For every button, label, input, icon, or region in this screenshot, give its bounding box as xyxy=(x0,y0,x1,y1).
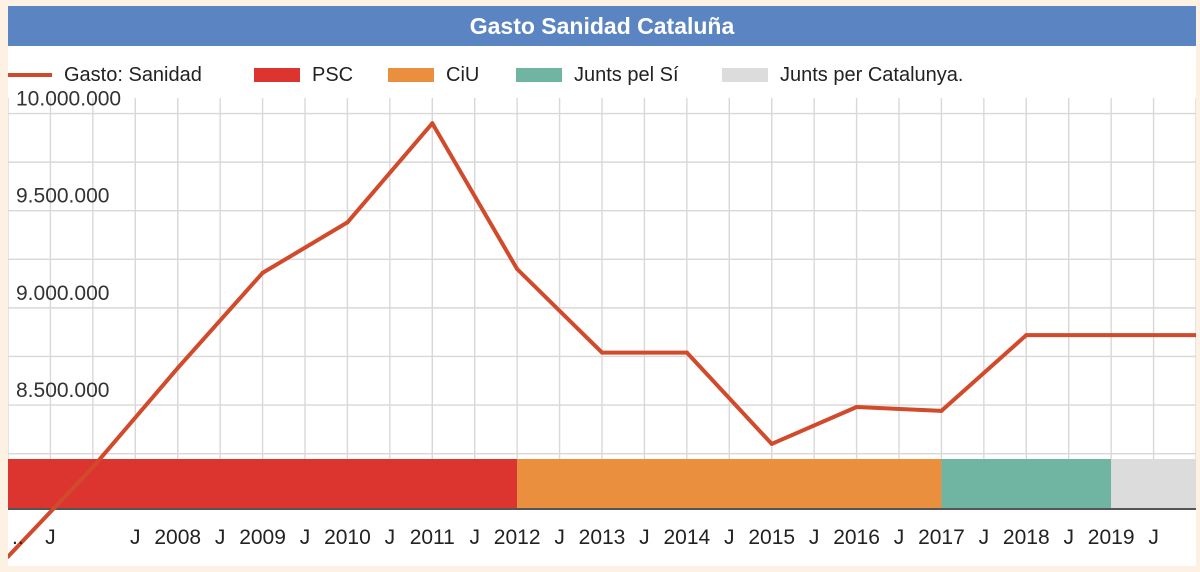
data-point[interactable] xyxy=(1024,333,1029,338)
x-tick-label: J xyxy=(300,526,311,549)
x-tick-label: .. xyxy=(12,526,24,549)
x-tick-label: 2012 xyxy=(494,526,541,549)
legend-swatch-psc-icon xyxy=(254,68,300,82)
period-band-2 xyxy=(941,459,1112,508)
x-tick-label: J xyxy=(45,526,56,549)
y-tick-label: 9.500.000 xyxy=(16,185,109,208)
legend-label-ciu: CiU xyxy=(446,63,480,86)
x-tick-label: J xyxy=(215,526,226,549)
y-tick-label: 9.000.000 xyxy=(16,282,109,305)
chart-legend: Gasto: Sanidad PSC CiU Junts pel Sí Junt… xyxy=(8,60,1196,90)
x-tick-label: 2014 xyxy=(663,526,710,549)
x-tick-label: J xyxy=(724,526,735,549)
x-tick-label: 2010 xyxy=(324,526,371,549)
legend-item-junts-pel-si[interactable]: Junts pel Sí xyxy=(516,60,679,90)
x-tick-label: J xyxy=(469,526,480,549)
legend-label-psc: PSC xyxy=(312,63,354,86)
data-point[interactable] xyxy=(769,441,774,446)
x-tick-label: 2019 xyxy=(1088,526,1135,549)
x-tick-label: J xyxy=(1063,526,1074,549)
data-point[interactable] xyxy=(1194,333,1196,338)
legend-item-ciu[interactable]: CiU xyxy=(388,60,479,90)
legend-label-junts-pel-si: Junts pel Sí xyxy=(574,63,679,86)
data-point[interactable] xyxy=(430,121,435,126)
data-point[interactable] xyxy=(939,408,944,413)
chart-plot: 10.000.0009.500.0009.000.0008.500.0008.0… xyxy=(8,88,1196,559)
legend-item-psc[interactable]: PSC xyxy=(254,60,353,90)
legend-line-swatch-icon xyxy=(8,73,52,77)
data-point[interactable] xyxy=(175,366,180,371)
legend-label-gasto-sanidad: Gasto: Sanidad xyxy=(64,63,202,86)
chart-frame: 10.000.0009.500.0009.000.0008.500.0008.0… xyxy=(8,6,1196,566)
data-point[interactable] xyxy=(515,267,520,272)
data-point[interactable] xyxy=(600,350,604,355)
legend-item-gasto-sanidad[interactable]: Gasto: Sanidad xyxy=(8,60,202,90)
x-tick-label: J xyxy=(554,526,565,549)
x-tick-label: J xyxy=(385,526,396,549)
data-point[interactable] xyxy=(854,405,859,409)
y-tick-label: 10.000.000 xyxy=(16,88,121,111)
data-point[interactable] xyxy=(260,270,265,275)
legend-swatch-junts-per-catalunya-icon xyxy=(722,68,768,82)
x-tick-label: J xyxy=(639,526,650,549)
y-tick-label: 8.500.000 xyxy=(16,379,109,402)
data-point[interactable] xyxy=(90,465,95,470)
legend-label-junts-per-catalunya: Junts per Catalunya. xyxy=(780,63,964,86)
period-band-0 xyxy=(8,459,518,508)
x-tick-label: 2009 xyxy=(239,526,286,549)
data-point[interactable] xyxy=(684,350,689,355)
x-tick-label: J xyxy=(979,526,990,549)
data-point[interactable] xyxy=(8,554,10,559)
legend-swatch-ciu-icon xyxy=(388,68,434,82)
legend-item-junts-per-catalunya[interactable]: Junts per Catalunya. xyxy=(722,60,963,90)
x-tick-label: J xyxy=(130,526,141,549)
x-tick-label: 2011 xyxy=(410,526,455,549)
legend-swatch-junts-pel-si-icon xyxy=(516,68,562,82)
x-tick-label: 2008 xyxy=(154,526,201,549)
x-tick-label: 2013 xyxy=(579,526,626,549)
x-tick-label: J xyxy=(809,526,820,549)
x-tick-label: 2017 xyxy=(918,526,965,549)
period-band-3 xyxy=(1111,459,1196,508)
data-point[interactable] xyxy=(1109,333,1114,338)
period-band-1 xyxy=(517,459,942,508)
data-point[interactable] xyxy=(345,220,350,225)
x-tick-label: J xyxy=(894,526,905,549)
chart-title: Gasto Sanidad Cataluña xyxy=(8,6,1196,46)
x-tick-label: 2018 xyxy=(1003,526,1050,549)
x-tick-label: 2015 xyxy=(748,526,795,549)
x-tick-label: 2016 xyxy=(833,526,880,549)
x-tick-label: J xyxy=(1148,526,1159,549)
